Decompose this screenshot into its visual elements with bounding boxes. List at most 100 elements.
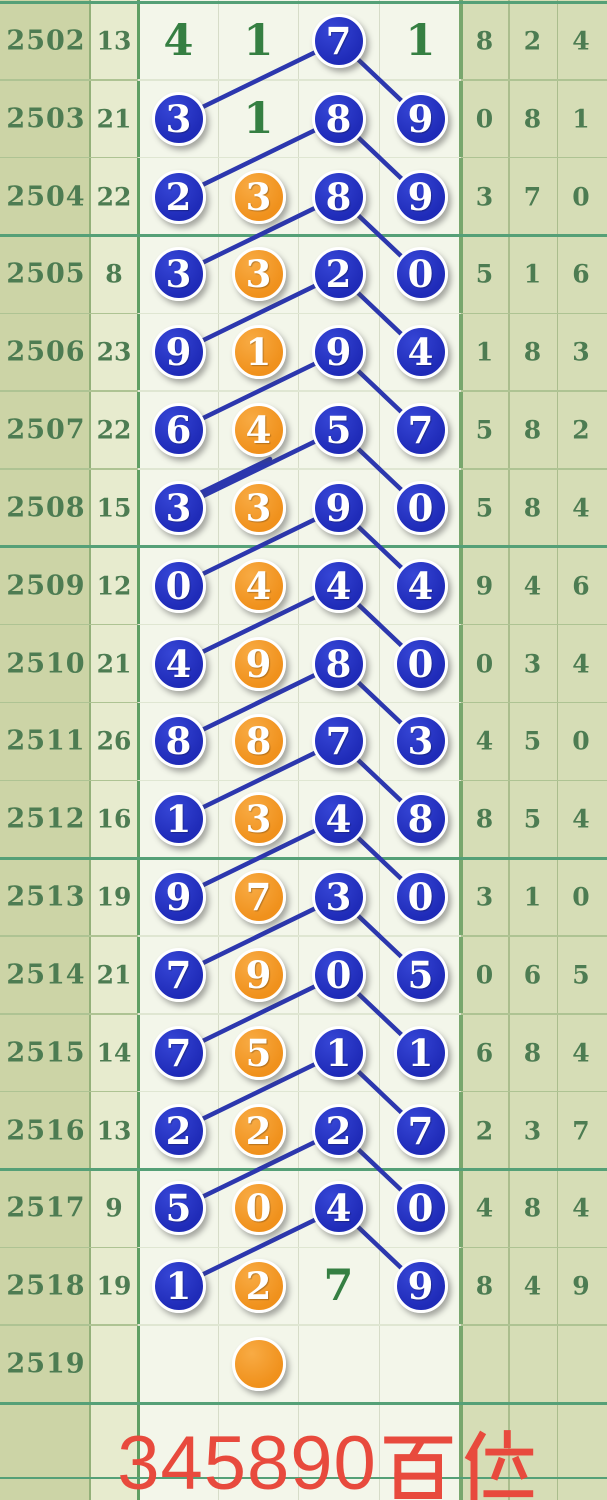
orange-ball: 9 xyxy=(231,636,286,691)
row-line xyxy=(0,468,607,470)
section-line xyxy=(0,545,607,549)
blue-ball: 2 xyxy=(311,1103,366,1158)
sum-value: 19 xyxy=(96,1271,132,1301)
period-label: 2513 xyxy=(6,881,86,913)
trend-line-segment xyxy=(176,116,341,199)
right-column-digit: 4 xyxy=(475,726,494,756)
sum-value: 22 xyxy=(96,182,132,212)
right-column-digit: 4 xyxy=(572,804,590,834)
blue-ball: 0 xyxy=(151,558,206,613)
sum-value: 13 xyxy=(96,1116,132,1146)
right-column-digit: 8 xyxy=(475,26,494,56)
right-column-digit: 2 xyxy=(475,1116,494,1146)
right-column-digit: 2 xyxy=(572,415,590,445)
blue-ball: 5 xyxy=(151,1181,206,1236)
trend-line-segment xyxy=(176,817,341,900)
blue-ball: 2 xyxy=(151,1103,206,1158)
section-line xyxy=(0,1168,607,1171)
blue-ball: 3 xyxy=(393,714,448,769)
sum-column-background xyxy=(90,0,138,1500)
blue-ball: 3 xyxy=(151,480,206,535)
orange-ball: 7 xyxy=(231,870,286,925)
sum-value: 22 xyxy=(96,415,132,445)
sum-value: 21 xyxy=(96,960,132,990)
right-column-digit: 5 xyxy=(475,493,494,523)
right-column-digit: 5 xyxy=(572,960,590,990)
right-column-digit: 8 xyxy=(523,1038,542,1068)
right-column-digit: 5 xyxy=(523,726,542,756)
right-column-digit: 7 xyxy=(523,182,542,212)
blue-ball: 7 xyxy=(151,1025,206,1080)
blue-ball: 9 xyxy=(151,870,206,925)
plain-number: 4 xyxy=(163,15,194,66)
blue-ball: 7 xyxy=(151,947,206,1002)
right-column-digit: 0 xyxy=(572,882,590,912)
right-column-digit: 8 xyxy=(523,337,542,367)
sum-value: 12 xyxy=(96,571,132,601)
trend-line-segment xyxy=(176,350,341,433)
row-line xyxy=(0,623,607,626)
period-label: 2515 xyxy=(6,1037,86,1069)
blue-ball: 9 xyxy=(311,480,366,535)
period-column-background xyxy=(0,0,90,1500)
orange-ball: 3 xyxy=(231,169,286,224)
blue-ball: 1 xyxy=(151,1259,206,1314)
right-column-digit: 4 xyxy=(572,649,590,679)
sum-value: 13 xyxy=(96,26,132,56)
right-column-digit: 1 xyxy=(572,104,590,134)
blue-ball: 1 xyxy=(393,1025,448,1080)
blue-ball: 8 xyxy=(311,636,366,691)
period-label: 2509 xyxy=(6,570,86,602)
section-line xyxy=(0,1476,607,1479)
right-column-digit: 0 xyxy=(572,182,590,212)
blue-ball: 4 xyxy=(311,1181,366,1236)
blue-ball: 5 xyxy=(311,403,366,458)
period-label: 2503 xyxy=(6,103,86,135)
period-label: 2507 xyxy=(6,414,86,446)
row-line xyxy=(0,156,607,159)
footer-digits: 345890 xyxy=(117,1421,377,1500)
grid-vline xyxy=(218,0,219,1500)
right-column-digit: 9 xyxy=(475,571,494,601)
right-column-digit: 5 xyxy=(523,804,542,834)
right-column-digit: 0 xyxy=(475,960,494,990)
hanzi-wei-icon xyxy=(464,1430,533,1500)
period-label: 2504 xyxy=(6,181,86,213)
blue-ball: 9 xyxy=(311,325,366,380)
trend-line-segment xyxy=(176,427,341,511)
plain-number: 1 xyxy=(243,15,274,66)
period-label: 2514 xyxy=(6,959,86,991)
trend-line-segment xyxy=(176,1050,341,1133)
right-column-digit: 6 xyxy=(572,259,590,289)
period-label: 2511 xyxy=(6,725,86,757)
blue-ball: 8 xyxy=(311,169,366,224)
row-line xyxy=(0,1090,607,1093)
period-label: 2512 xyxy=(6,803,86,835)
right-column-digit: 6 xyxy=(475,1038,494,1068)
grid-vline xyxy=(379,0,380,1500)
orange-ball: 8 xyxy=(231,714,286,769)
right-columns-background xyxy=(461,0,607,1500)
blue-ball: 1 xyxy=(151,792,206,847)
blue-ball: 5 xyxy=(393,947,448,1002)
blue-ball: 9 xyxy=(151,325,206,380)
orange-ball: 2 xyxy=(231,1103,286,1158)
right-column-digit: 4 xyxy=(572,493,590,523)
right-column-digit: 8 xyxy=(523,1193,542,1223)
row-line xyxy=(0,1013,607,1015)
right-column-digit: 8 xyxy=(523,104,542,134)
blue-ball: 7 xyxy=(393,403,448,458)
right-column-digit: 8 xyxy=(475,804,494,834)
blue-ball: 9 xyxy=(393,1259,448,1314)
trend-line-segment xyxy=(176,972,341,1055)
right-column-digit: 7 xyxy=(572,1116,590,1146)
period-label: 2517 xyxy=(6,1192,86,1224)
orange-ball: 4 xyxy=(231,403,286,458)
sum-value: 16 xyxy=(96,804,132,834)
blue-ball: 0 xyxy=(393,870,448,925)
right-column-digit: 0 xyxy=(572,726,590,756)
period-label: 2510 xyxy=(6,648,86,680)
blue-ball: 4 xyxy=(311,558,366,613)
trend-line-segment xyxy=(176,894,341,978)
